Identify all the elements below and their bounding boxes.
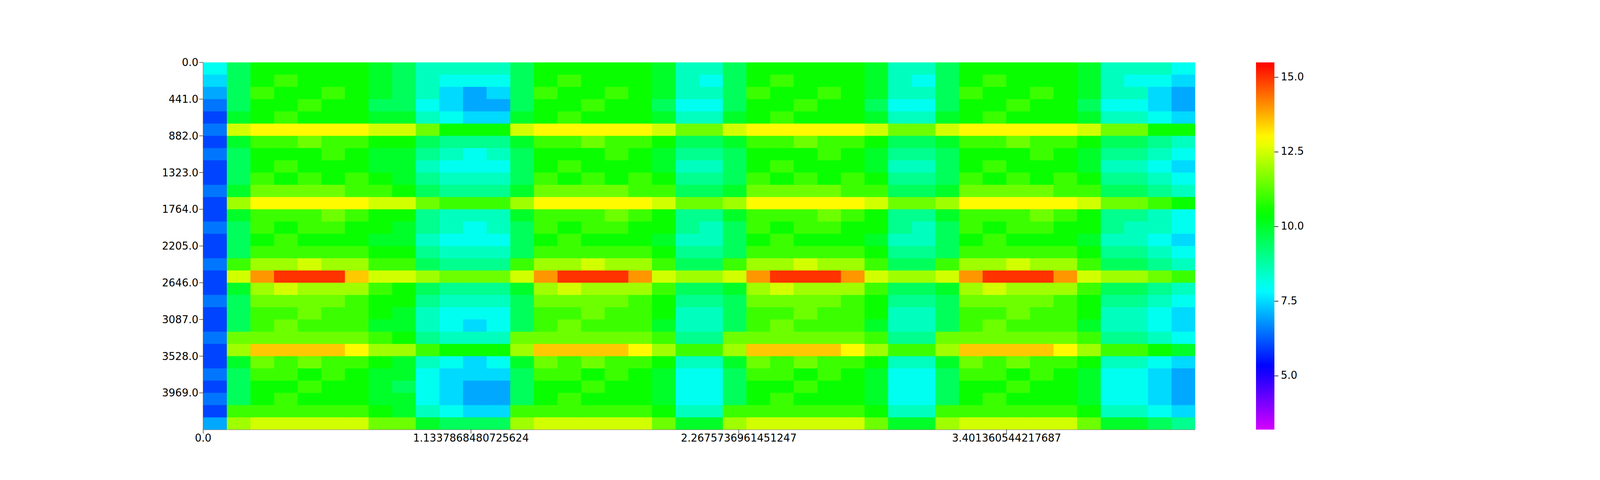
- svg-text:2646.0: 2646.0: [162, 276, 199, 289]
- svg-text:5.0: 5.0: [1280, 369, 1298, 382]
- svg-text:2.2675736961451247: 2.2675736961451247: [680, 432, 797, 444]
- svg-text:15.0: 15.0: [1280, 70, 1304, 83]
- svg-text:2205.0: 2205.0: [162, 240, 199, 252]
- svg-text:3.401360544217687: 3.401360544217687: [952, 432, 1062, 444]
- svg-text:0.0: 0.0: [182, 56, 199, 69]
- svg-text:0.0: 0.0: [194, 432, 212, 444]
- svg-text:7.5: 7.5: [1280, 294, 1298, 307]
- svg-text:12.5: 12.5: [1280, 145, 1304, 158]
- svg-text:3087.0: 3087.0: [162, 313, 199, 326]
- svg-text:1.1337868480725624: 1.1337868480725624: [413, 432, 529, 444]
- svg-text:10.0: 10.0: [1280, 220, 1304, 232]
- svg-text:3969.0: 3969.0: [162, 386, 199, 399]
- svg-text:1323.0: 1323.0: [162, 166, 199, 179]
- svg-text:441.0: 441.0: [168, 93, 199, 106]
- svg-text:1764.0: 1764.0: [162, 203, 199, 216]
- svg-text:3528.0: 3528.0: [162, 350, 199, 363]
- svg-text:882.0: 882.0: [168, 130, 199, 142]
